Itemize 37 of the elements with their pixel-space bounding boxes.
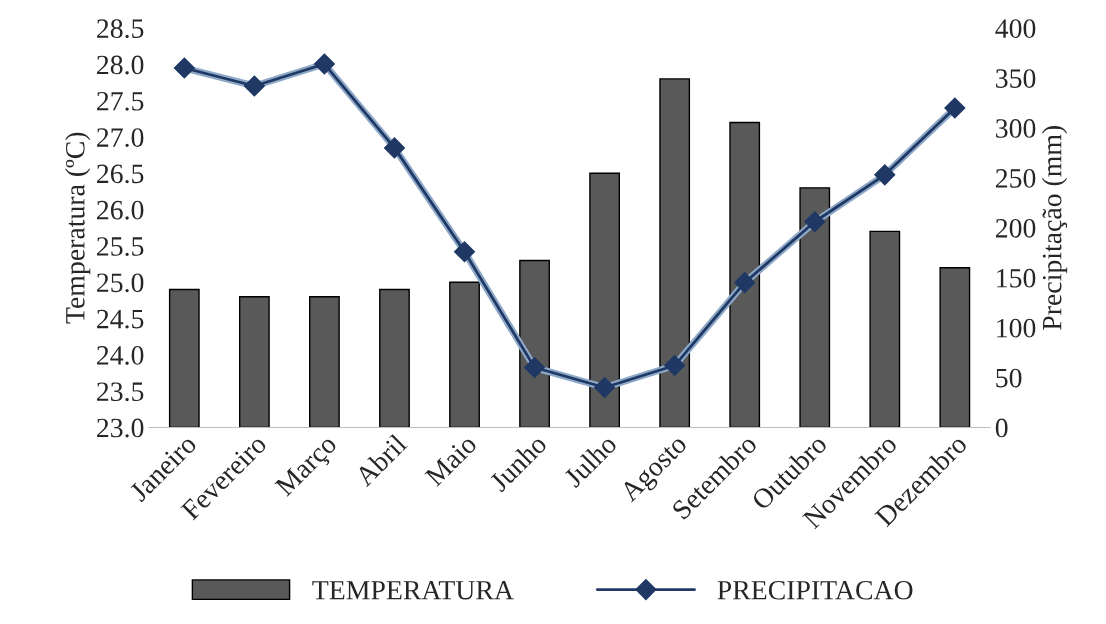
y-tick-label: 26.0 xyxy=(97,200,144,220)
y2-axis-title: Precipitação (mm) xyxy=(1041,126,1068,330)
point xyxy=(454,241,476,263)
y2-tick-label: 350 xyxy=(996,69,1036,88)
y2-tick-label: 50 xyxy=(996,368,1022,388)
y2-tick-label: 0 xyxy=(995,418,1008,438)
legend-label: PRECIPITACAO xyxy=(717,580,913,600)
y-tick-label: 27.0 xyxy=(97,128,144,148)
point xyxy=(594,376,616,399)
y-tick-label: 25.5 xyxy=(97,237,144,256)
point xyxy=(173,57,195,79)
y2-tick-label: 200 xyxy=(995,218,1036,238)
y-tick-label: 26.5 xyxy=(97,164,144,184)
point xyxy=(944,97,966,119)
y2-tick-label: 250 xyxy=(995,169,1036,188)
point xyxy=(874,164,896,186)
y-tick-label: 28.0 xyxy=(97,55,144,75)
y2-tick-label: 100 xyxy=(997,318,1036,338)
point xyxy=(383,137,405,159)
y-tick-label: 23.0 xyxy=(97,418,144,438)
legend-label: TEMPERATURA xyxy=(312,580,514,600)
y-axis-title: Temperatura (ºC) xyxy=(65,132,91,324)
point xyxy=(804,211,826,233)
point xyxy=(313,53,335,75)
y-tick-label: 27.5 xyxy=(97,91,144,111)
point xyxy=(664,355,686,377)
point xyxy=(524,357,546,379)
point xyxy=(243,75,265,97)
y2-tick-label: 400 xyxy=(995,19,1036,38)
y2-tick-label: 150 xyxy=(997,268,1036,288)
y2-tick-label: 300 xyxy=(996,119,1036,138)
y-tick-label: 24.0 xyxy=(97,345,144,365)
y-tick-label: 24.5 xyxy=(97,309,144,329)
y-tick-label: 25.0 xyxy=(97,273,144,293)
point xyxy=(734,272,756,294)
y-tick-label: 28.5 xyxy=(97,19,144,39)
y-tick-label: 23.5 xyxy=(97,382,144,402)
